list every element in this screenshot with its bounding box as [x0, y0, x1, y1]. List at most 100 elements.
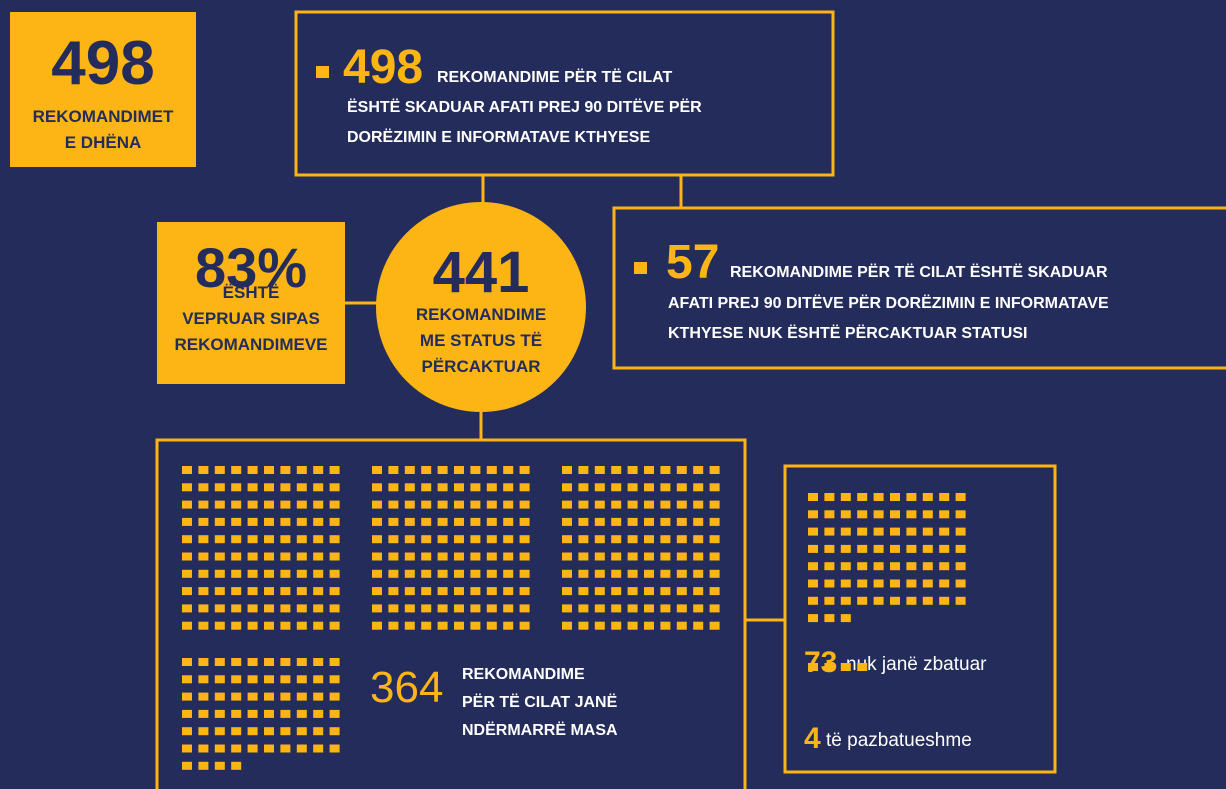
- unit-dot: [247, 535, 258, 544]
- unit-dot: [214, 517, 225, 526]
- unit-dot: [578, 466, 589, 474]
- unit-dot: [296, 675, 307, 684]
- unit-dot: [808, 493, 818, 501]
- unit-dot: [198, 675, 209, 684]
- unit-dot: [421, 587, 432, 596]
- unit-dot: [296, 727, 307, 736]
- unit-dot: [372, 483, 382, 492]
- unit-dot: [329, 517, 340, 526]
- unit-dot: [264, 727, 274, 736]
- unit-dot: [372, 517, 382, 526]
- unit-dot: [296, 604, 307, 613]
- unit-dot: [824, 614, 835, 623]
- unit-dot: [404, 466, 415, 474]
- unit-dot: [454, 552, 464, 561]
- unit-dot: [857, 596, 868, 605]
- unit-dot: [808, 544, 818, 553]
- unit-dot: [231, 675, 242, 684]
- unit-dot: [562, 587, 572, 596]
- unit-dot: [890, 493, 900, 501]
- unit-dot: [247, 621, 258, 630]
- unit-dot: [693, 552, 704, 561]
- unit-dot: [280, 552, 291, 561]
- unit-dot: [840, 579, 851, 588]
- unit-dot: [280, 604, 291, 613]
- unit-dot: [594, 483, 605, 492]
- unit-dot: [214, 692, 225, 701]
- unit-dot: [198, 483, 209, 492]
- unit-dot: [709, 535, 720, 544]
- unit-dot: [296, 692, 307, 701]
- unit-dot: [280, 517, 291, 526]
- measures-text: REKOMANDIME: [462, 666, 585, 683]
- unit-dot: [247, 744, 258, 753]
- unit-dot: [470, 569, 481, 578]
- unit-dot: [313, 466, 324, 474]
- unit-dot: [247, 483, 258, 492]
- unit-dot: [182, 517, 192, 526]
- determined-circle: [376, 202, 586, 412]
- unit-dot: [372, 587, 382, 596]
- unit-dot: [824, 544, 835, 553]
- total-label: REKOMANDIMET: [33, 107, 174, 126]
- unit-dot: [676, 604, 687, 613]
- unit-dot: [437, 587, 448, 596]
- unit-dot: [676, 587, 687, 596]
- unit-dot: [906, 493, 917, 501]
- unit-dot: [280, 483, 291, 492]
- unit-dot: [955, 544, 966, 553]
- unit-dot: [264, 709, 274, 718]
- unit-dot: [660, 621, 671, 630]
- unit-dot: [313, 621, 324, 630]
- unit-dot: [594, 621, 605, 630]
- unit-dot: [840, 493, 851, 501]
- unit-dot: [198, 709, 209, 718]
- unit-dot: [955, 562, 966, 571]
- unit-dot: [939, 562, 950, 571]
- expired-text: ËSHTË SKADUAR AFATI PREJ 90 DITËVE PËR: [347, 98, 702, 116]
- unit-dot: [594, 500, 605, 509]
- unit-dot: [922, 579, 933, 588]
- unit-dot: [562, 466, 572, 474]
- unit-dot: [627, 587, 638, 596]
- unit-dot: [182, 658, 192, 666]
- unit-dot: [198, 500, 209, 509]
- unit-dot: [454, 500, 464, 509]
- unit-dot: [454, 587, 464, 596]
- unit-dot: [857, 527, 868, 536]
- determined-label: REKOMANDIME: [416, 305, 546, 324]
- unit-dot: [231, 535, 242, 544]
- unit-dot: [264, 466, 274, 474]
- unit-dot: [519, 466, 530, 474]
- unit-dot: [611, 552, 622, 561]
- unit-dot: [808, 527, 818, 536]
- unit-dot: [247, 587, 258, 596]
- unit-dot: [824, 493, 835, 501]
- unit-dot: [824, 562, 835, 571]
- unit-dot: [280, 658, 291, 666]
- unit-dot: [578, 621, 589, 630]
- unit-dot: [503, 483, 514, 492]
- unit-dot: [922, 493, 933, 501]
- unit-dot: [264, 675, 274, 684]
- unit-dot: [644, 517, 654, 526]
- unit-dot: [562, 552, 572, 561]
- unit-dot: [313, 552, 324, 561]
- unit-dot: [873, 562, 884, 571]
- unit-dot: [840, 663, 851, 671]
- unit-dot: [313, 675, 324, 684]
- unit-dot: [231, 727, 242, 736]
- unit-dot: [857, 562, 868, 571]
- unit-dot: [955, 596, 966, 605]
- unit-dot: [421, 466, 432, 474]
- unit-dot: [404, 569, 415, 578]
- unit-dot: [421, 500, 432, 509]
- unit-dot: [247, 569, 258, 578]
- unit-dot: [264, 621, 274, 630]
- unit-dot: [644, 466, 654, 474]
- unit-dot: [421, 569, 432, 578]
- unit-dot: [486, 483, 497, 492]
- unit-dot: [198, 604, 209, 613]
- unit-dot: [470, 604, 481, 613]
- unit-dot: [611, 517, 622, 526]
